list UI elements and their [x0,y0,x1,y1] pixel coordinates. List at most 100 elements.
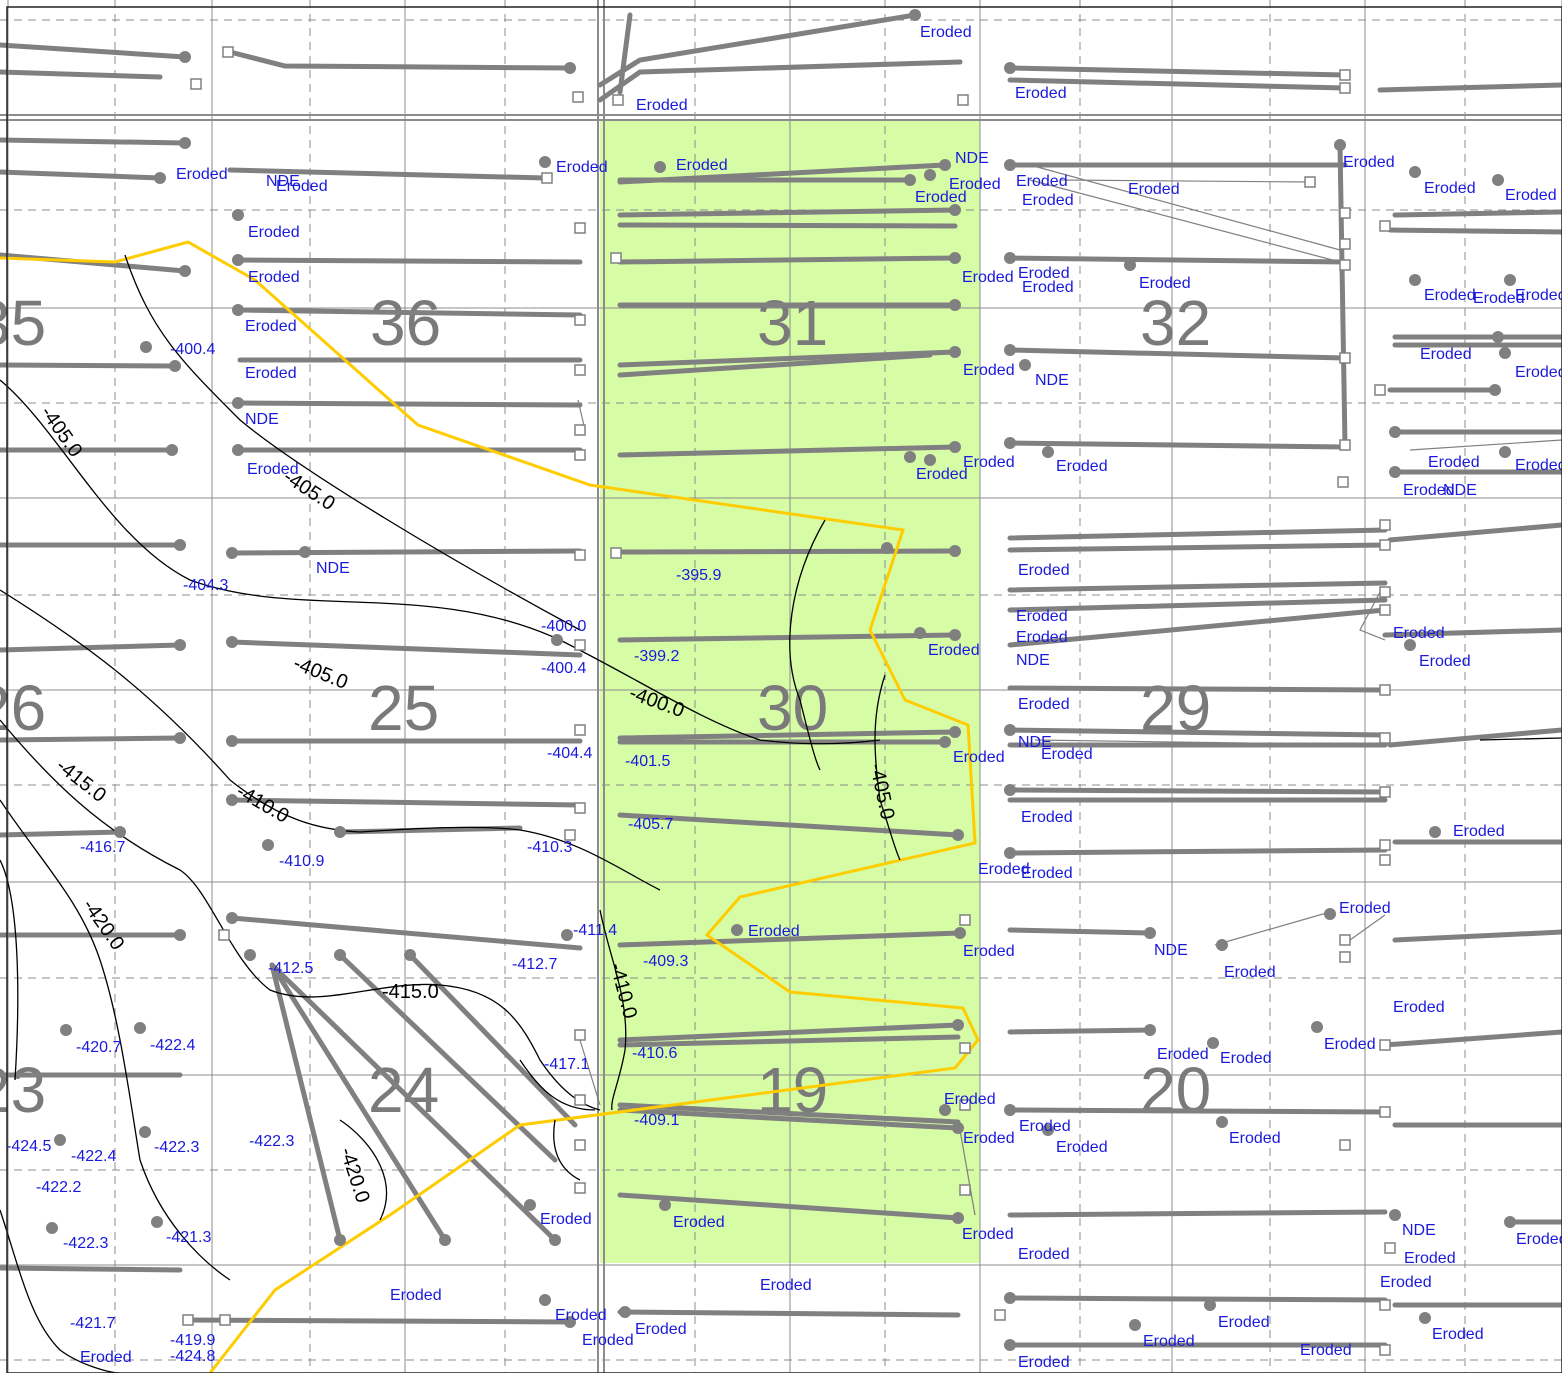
status-label: Eroded [1473,290,1525,307]
status-label: Eroded [248,269,300,286]
well-dot [1429,826,1441,838]
well-heel-marker [1339,238,1351,250]
status-label: Eroded [944,1091,996,1108]
status-label: NDE [1402,1222,1436,1239]
status-label: Eroded [1229,1130,1281,1147]
well-dot [1019,359,1031,371]
depth-value: -422.2 [36,1179,81,1196]
well-dot [1004,784,1016,796]
well-dot [939,1104,951,1116]
status-label: NDE [1016,652,1050,669]
well-dot [226,547,238,559]
depth-value: -400.4 [541,660,586,677]
status-label: Eroded [1424,287,1476,304]
well-dot [1216,939,1228,951]
well-dot [1004,62,1016,74]
well-dot [949,545,961,557]
well-dot [524,1199,536,1211]
well-dot [1124,259,1136,271]
well-dot [1144,1024,1156,1036]
well-heel-marker [564,829,576,841]
well-dot [232,304,244,316]
status-label: Eroded [1393,625,1445,642]
well-heel-marker [190,78,202,90]
well-dot [564,1316,576,1328]
well-heel-marker [1379,839,1391,851]
status-label: Eroded [248,224,300,241]
status-label: Eroded [673,1214,725,1231]
well-heel-marker [1339,439,1351,451]
well-heel-marker [994,1309,1006,1321]
well-dot [939,736,951,748]
well-heel-marker [574,222,586,234]
depth-value: -400.4 [170,341,215,358]
well-dots [46,9,1516,1351]
status-label: Eroded [1343,154,1395,171]
well-dot [1004,159,1016,171]
status-label: Eroded [540,1211,592,1228]
well-heel-marker [959,1099,971,1111]
well-heel-marker [1379,1106,1391,1118]
well-heel-marker [1339,82,1351,94]
status-label: Eroded [1339,900,1391,917]
well-dot [54,1134,66,1146]
well-heel-marker [572,91,584,103]
well-dot [1004,437,1016,449]
well-dot [952,1019,964,1031]
well-dot [1324,908,1336,920]
well-heel-marker [574,802,586,814]
depth-value: -410.9 [279,853,324,870]
contour-label: -405.0 [290,652,351,694]
well-dot [232,209,244,221]
well-dot [244,949,256,961]
well-heel-marker [1339,1139,1351,1151]
well-dot [232,444,244,456]
status-label: Eroded [1018,1354,1070,1371]
contour-label: -415.0 [382,981,439,1003]
well-dot [1499,446,1511,458]
well-dot [949,204,961,216]
well-dot [1409,166,1421,178]
depth-value: -422.4 [71,1148,116,1165]
status-label: Eroded [1393,999,1445,1016]
well-dot [731,924,743,936]
well-dot [949,299,961,311]
well-dot [140,341,152,353]
well-dot [1216,1116,1228,1128]
well-dot [174,639,186,651]
status-label: Eroded [1432,1326,1484,1343]
status-label: Eroded [1380,1274,1432,1291]
well-heel-marker [1337,476,1349,488]
connector-lines [577,164,1562,1216]
well-dot [1004,847,1016,859]
well-dot [561,929,573,941]
status-label: Eroded [1404,1250,1456,1267]
status-label: Eroded [928,642,980,659]
well-heel-markers [182,46,1396,1356]
status-label: NDE [266,173,300,190]
status-label: Eroded [962,1226,1014,1243]
status-label: Eroded [245,318,297,335]
status-label: Eroded [949,176,1001,193]
well-dot [114,826,126,838]
depth-value: -409.3 [643,953,688,970]
status-label: Eroded [676,157,728,174]
well-heel-marker [222,46,234,58]
status-label: Eroded [963,454,1015,471]
status-label: Eroded [1018,562,1070,579]
well-dot [334,1234,346,1246]
well-dot [166,444,178,456]
status-label: Eroded [636,97,688,114]
well-heel-marker [1379,854,1391,866]
well-heel-marker [1379,732,1391,744]
depth-value: -422.3 [249,1133,294,1150]
well-heel-marker [1379,604,1391,616]
well-dot [1004,1292,1016,1304]
lease-boundary-line [0,240,980,1373]
status-label: Eroded [582,1332,634,1349]
well-dot [1492,174,1504,186]
well-dot [954,927,966,939]
well-dot [1004,252,1016,264]
